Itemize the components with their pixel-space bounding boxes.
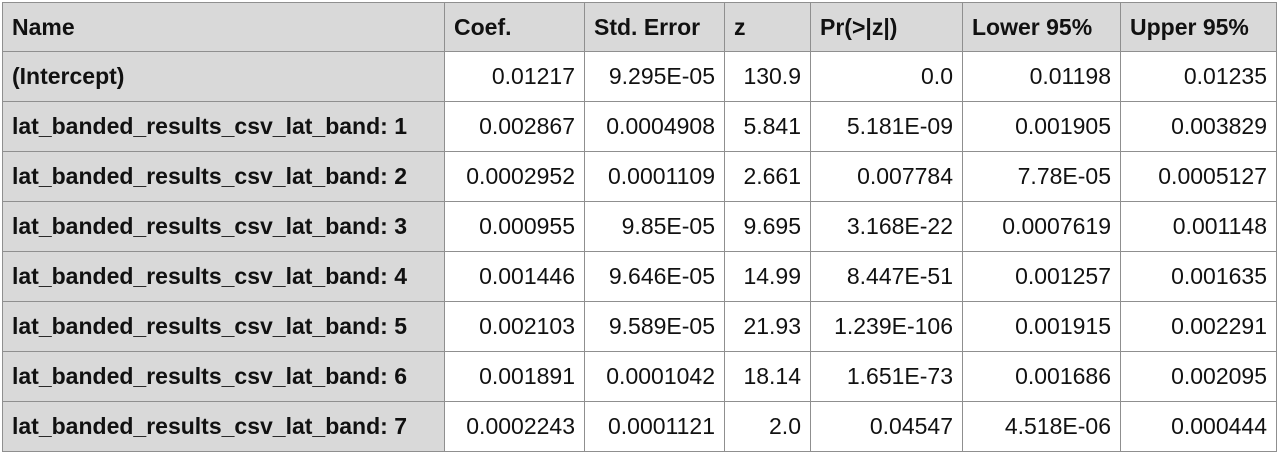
lower-95-cell: 0.001686	[962, 351, 1121, 402]
coef-cell: 0.002103	[444, 301, 585, 352]
row-name-cell: lat_banded_results_csv_lat_band: 4	[2, 251, 445, 302]
table-row: lat_banded_results_csv_lat_band: 5 0.002…	[2, 301, 1277, 352]
z-cell: 2.661	[724, 151, 811, 202]
row-name-cell: (Intercept)	[2, 51, 445, 102]
coef-cell: 0.001446	[444, 251, 585, 302]
table-body: (Intercept) 0.01217 9.295E-05 130.9 0.0 …	[2, 51, 1277, 452]
p-value-cell: 1.651E-73	[810, 351, 963, 402]
p-value-cell: 1.239E-106	[810, 301, 963, 352]
table-row: lat_banded_results_csv_lat_band: 3 0.000…	[2, 201, 1277, 252]
header-lower-95[interactable]: Lower 95%	[962, 2, 1121, 52]
upper-95-cell: 0.002291	[1120, 301, 1277, 352]
header-upper-95[interactable]: Upper 95%	[1120, 2, 1277, 52]
lower-95-cell: 0.001257	[962, 251, 1121, 302]
z-cell: 9.695	[724, 201, 811, 252]
lower-95-cell: 0.001905	[962, 101, 1121, 152]
z-cell: 14.99	[724, 251, 811, 302]
p-value-cell: 0.0	[810, 51, 963, 102]
row-name-cell: lat_banded_results_csv_lat_band: 3	[2, 201, 445, 252]
upper-95-cell: 0.01235	[1120, 51, 1277, 102]
table-header: Name Coef. Std. Error z Pr(>|z|) Lower 9…	[2, 2, 1277, 52]
table-row: lat_banded_results_csv_lat_band: 4 0.001…	[2, 251, 1277, 302]
row-name-cell: lat_banded_results_csv_lat_band: 1	[2, 101, 445, 152]
upper-95-cell: 0.001635	[1120, 251, 1277, 302]
coef-cell: 0.0002952	[444, 151, 585, 202]
lower-95-cell: 0.0007619	[962, 201, 1121, 252]
coef-cell: 0.002867	[444, 101, 585, 152]
z-cell: 5.841	[724, 101, 811, 152]
table-row: lat_banded_results_csv_lat_band: 6 0.001…	[2, 351, 1277, 402]
std-error-cell: 0.0001042	[584, 351, 725, 402]
upper-95-cell: 0.003829	[1120, 101, 1277, 152]
lower-95-cell: 0.001915	[962, 301, 1121, 352]
header-row: Name Coef. Std. Error z Pr(>|z|) Lower 9…	[2, 2, 1277, 52]
lower-95-cell: 4.518E-06	[962, 401, 1121, 452]
lower-95-cell: 0.01198	[962, 51, 1121, 102]
upper-95-cell: 0.000444	[1120, 401, 1277, 452]
p-value-cell: 3.168E-22	[810, 201, 963, 252]
header-p-value[interactable]: Pr(>|z|)	[810, 2, 963, 52]
header-std-error[interactable]: Std. Error	[584, 2, 725, 52]
p-value-cell: 0.007784	[810, 151, 963, 202]
std-error-cell: 9.295E-05	[584, 51, 725, 102]
coef-cell: 0.01217	[444, 51, 585, 102]
upper-95-cell: 0.002095	[1120, 351, 1277, 402]
header-coef[interactable]: Coef.	[444, 2, 585, 52]
coef-cell: 0.0002243	[444, 401, 585, 452]
row-name-cell: lat_banded_results_csv_lat_band: 6	[2, 351, 445, 402]
p-value-cell: 8.447E-51	[810, 251, 963, 302]
header-name[interactable]: Name	[2, 2, 445, 52]
std-error-cell: 0.0001109	[584, 151, 725, 202]
table-row: lat_banded_results_csv_lat_band: 7 0.000…	[2, 401, 1277, 452]
std-error-cell: 0.0001121	[584, 401, 725, 452]
upper-95-cell: 0.0005127	[1120, 151, 1277, 202]
row-name-cell: lat_banded_results_csv_lat_band: 5	[2, 301, 445, 352]
p-value-cell: 0.04547	[810, 401, 963, 452]
coef-cell: 0.000955	[444, 201, 585, 252]
std-error-cell: 0.0004908	[584, 101, 725, 152]
std-error-cell: 9.589E-05	[584, 301, 725, 352]
std-error-cell: 9.646E-05	[584, 251, 725, 302]
row-name-cell: lat_banded_results_csv_lat_band: 7	[2, 401, 445, 452]
z-cell: 18.14	[724, 351, 811, 402]
z-cell: 2.0	[724, 401, 811, 452]
row-name-cell: lat_banded_results_csv_lat_band: 2	[2, 151, 445, 202]
table-row: lat_banded_results_csv_lat_band: 1 0.002…	[2, 101, 1277, 152]
coef-cell: 0.001891	[444, 351, 585, 402]
z-cell: 130.9	[724, 51, 811, 102]
p-value-cell: 5.181E-09	[810, 101, 963, 152]
table-row: lat_banded_results_csv_lat_band: 2 0.000…	[2, 151, 1277, 202]
lower-95-cell: 7.78E-05	[962, 151, 1121, 202]
header-z[interactable]: z	[724, 2, 811, 52]
upper-95-cell: 0.001148	[1120, 201, 1277, 252]
table-row: (Intercept) 0.01217 9.295E-05 130.9 0.0 …	[2, 51, 1277, 102]
z-cell: 21.93	[724, 301, 811, 352]
std-error-cell: 9.85E-05	[584, 201, 725, 252]
